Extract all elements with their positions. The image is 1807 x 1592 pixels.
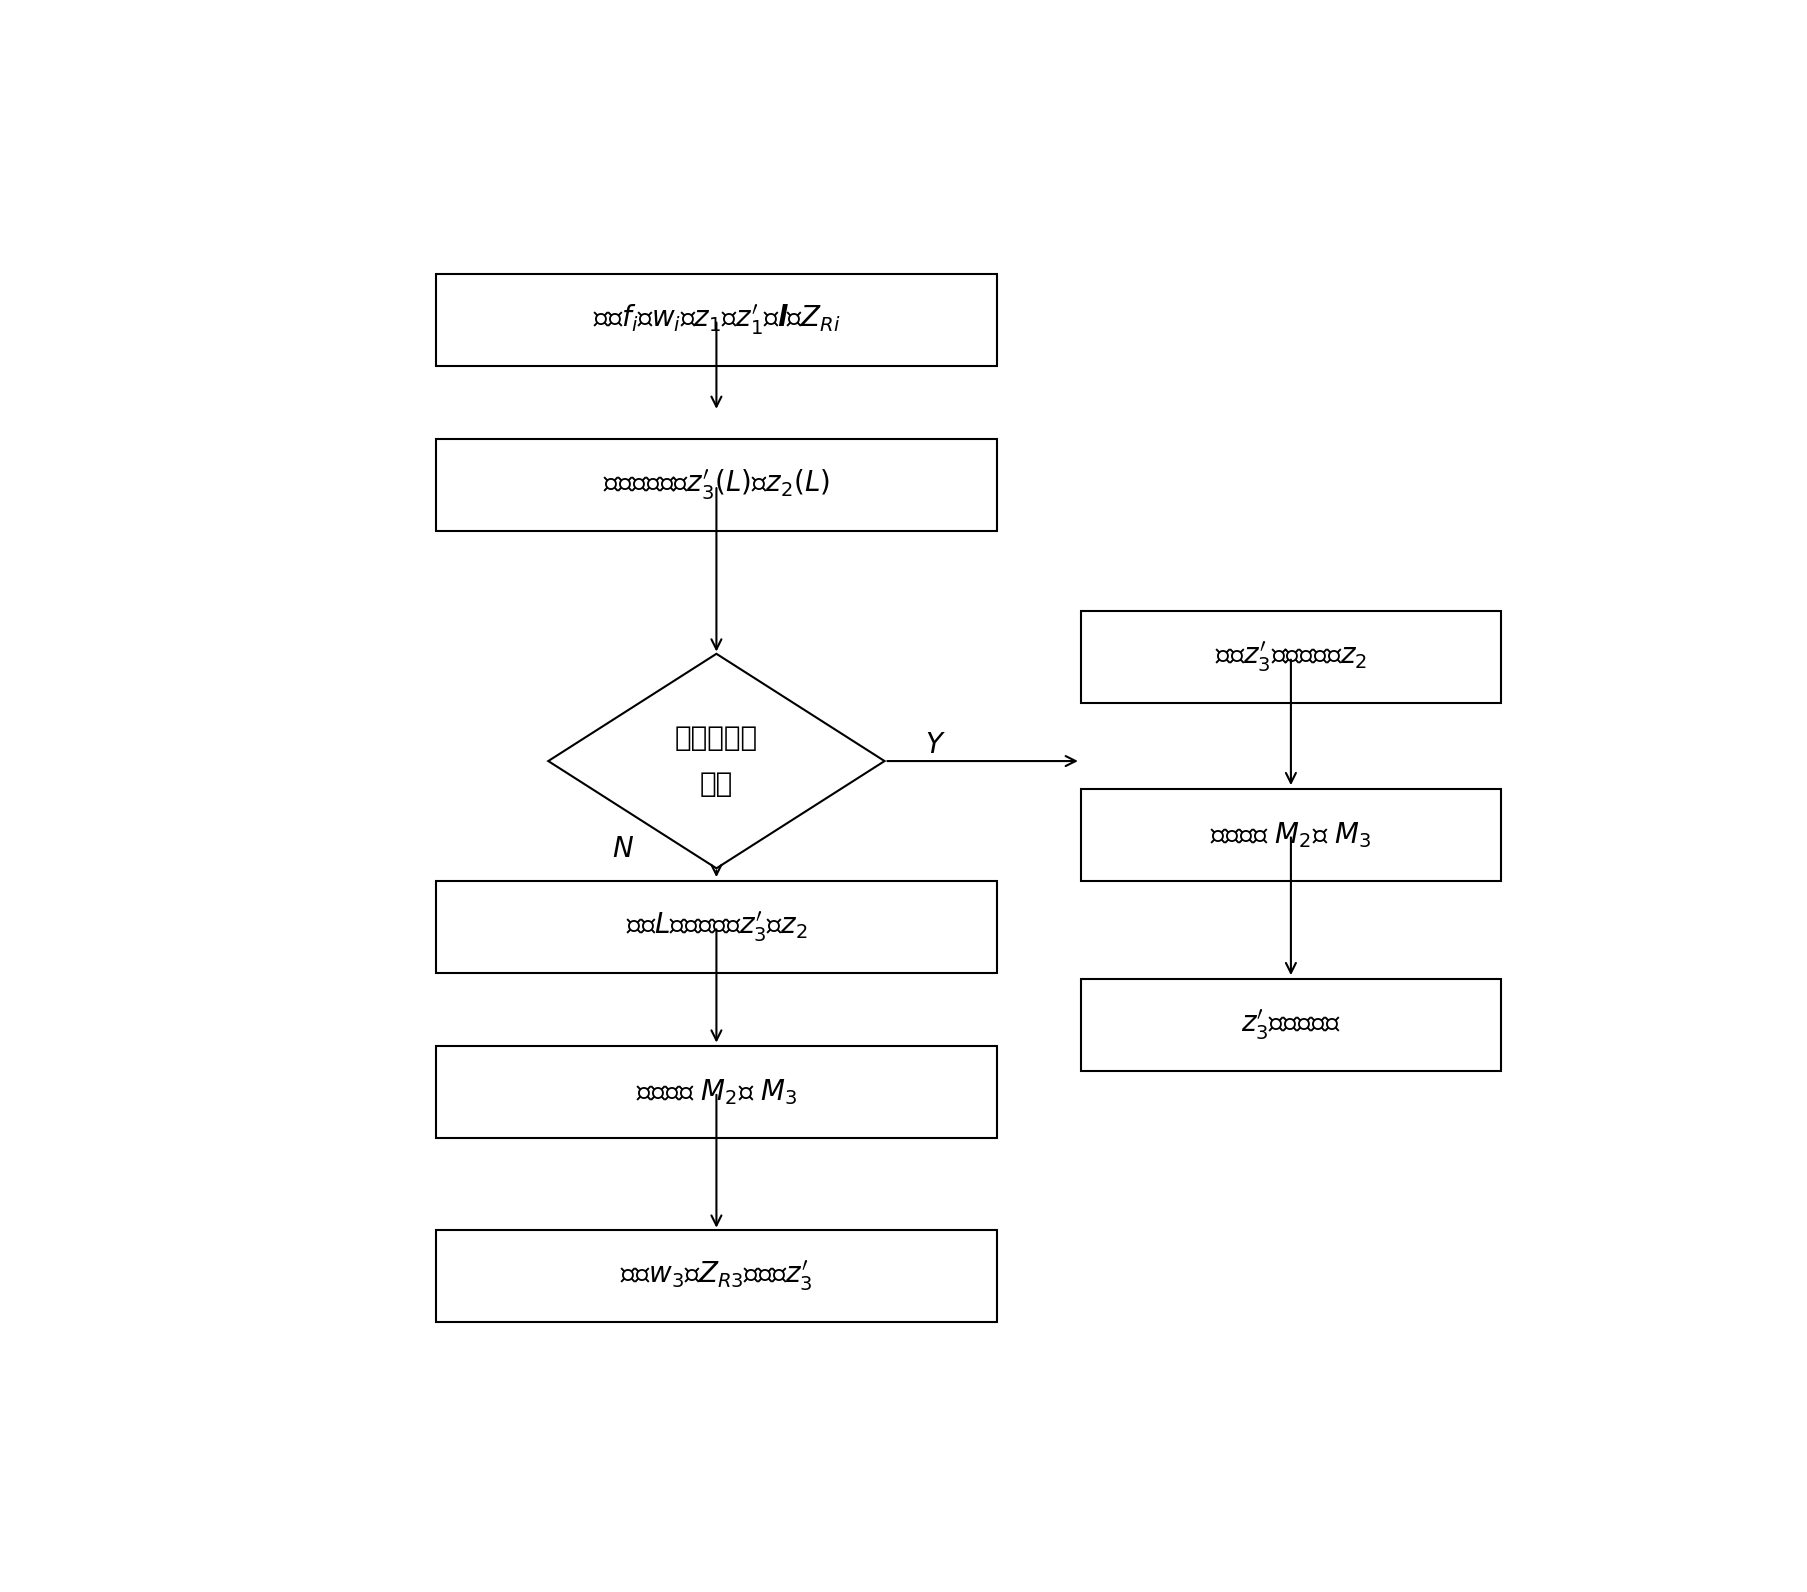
Text: 移动透镜 $M_2$和 $M_3$: 移动透镜 $M_2$和 $M_3$ (1209, 820, 1372, 850)
Text: N: N (613, 836, 632, 863)
Text: 焦点位置需
改变: 焦点位置需 改变 (674, 724, 757, 798)
Text: Y: Y (925, 731, 941, 759)
Text: 已知$f_i$、$w_i$、$z_1$、$z_1'$、$\boldsymbol{l}$和$Z_{Ri}$: 已知$f_i$、$w_i$、$z_1$、$z_1'$、$\boldsymbol{… (593, 302, 840, 338)
Text: 保持$w_3$和$Z_{R3}$；控制$z_3'$: 保持$w_3$和$Z_{R3}$；控制$z_3'$ (620, 1259, 813, 1293)
Bar (435, 274, 996, 366)
Text: $z_3'$自适应变化: $z_3'$自适应变化 (1240, 1008, 1341, 1041)
Text: 移动透镜 $M_2$和 $M_3$: 移动透镜 $M_2$和 $M_3$ (636, 1078, 797, 1106)
Text: 根据$L$计算调整量$z_3'$、$z_2$: 根据$L$计算调整量$z_3'$、$z_2$ (625, 909, 808, 944)
Bar (435, 880, 996, 973)
Bar (1081, 788, 1500, 880)
Text: 根据$z_3'$计算调整量$z_2$: 根据$z_3'$计算调整量$z_2$ (1214, 640, 1366, 673)
Bar (435, 439, 996, 532)
Text: 得出函数关系$z_3'(L)$和$z_2(L)$: 得出函数关系$z_3'(L)$和$z_2(L)$ (602, 468, 829, 503)
Polygon shape (548, 654, 884, 868)
Bar (1081, 611, 1500, 702)
Bar (1081, 979, 1500, 1070)
Bar (435, 1046, 996, 1138)
Bar (435, 1231, 996, 1321)
